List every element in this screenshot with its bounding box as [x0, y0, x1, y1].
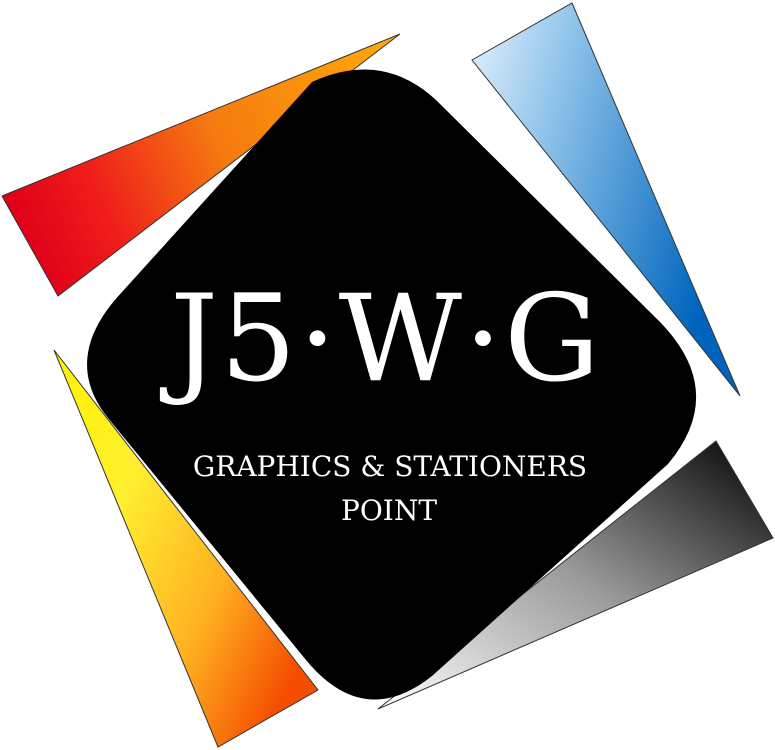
gray-black-triangle — [377, 440, 774, 710]
blue-triangle — [471, 2, 741, 397]
black-rounded-diamond — [87, 69, 697, 700]
yellow-orange-triangle — [53, 349, 319, 748]
tagline-line-1: GRAPHICS & STATIONERS — [193, 450, 587, 483]
tagline-line-2: POINT — [341, 494, 437, 527]
brand-mark: J5·W·G — [159, 270, 602, 409]
